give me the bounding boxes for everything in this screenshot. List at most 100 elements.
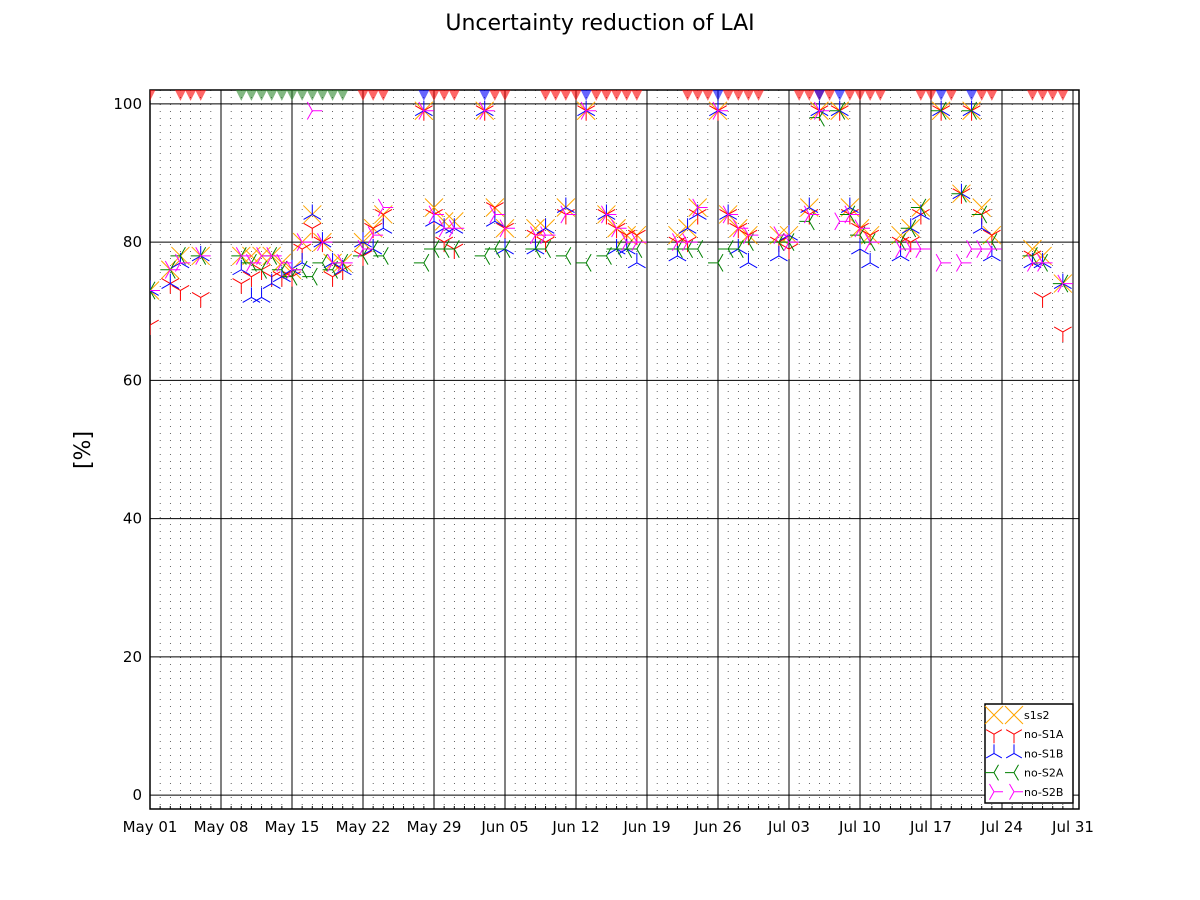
point <box>621 233 637 252</box>
point <box>235 246 252 265</box>
y-tick-label: 40 <box>123 510 142 528</box>
legend-label: no-S1A <box>1024 728 1064 741</box>
point <box>905 240 921 258</box>
legend-marker <box>1005 744 1023 759</box>
point <box>851 239 869 255</box>
point <box>418 101 434 120</box>
point <box>986 240 1002 258</box>
point <box>232 259 251 276</box>
top-marker <box>499 90 511 101</box>
point <box>971 205 988 224</box>
x-tick-label: May 15 <box>265 818 320 836</box>
y-tick-label: 100 <box>113 95 142 113</box>
point <box>932 105 951 121</box>
point <box>576 253 592 272</box>
point <box>171 252 190 269</box>
point <box>769 245 788 262</box>
point <box>1052 274 1069 293</box>
point <box>692 198 708 217</box>
point <box>911 204 930 220</box>
point <box>327 253 343 272</box>
top-marker <box>580 90 592 101</box>
x-tick-label: May 01 <box>123 818 178 836</box>
point <box>840 209 859 225</box>
point <box>555 246 572 265</box>
point <box>687 240 704 258</box>
legend-label: s1s2 <box>1024 709 1049 722</box>
point <box>484 240 501 258</box>
point <box>1053 326 1072 342</box>
x-tick-label: Jul 24 <box>980 818 1023 836</box>
point <box>860 233 876 252</box>
point <box>895 240 911 258</box>
point <box>800 197 819 213</box>
point <box>479 101 495 120</box>
x-tick-label: May 08 <box>194 818 249 836</box>
point <box>773 226 789 245</box>
top-marker <box>306 90 318 101</box>
legend-marker <box>1005 764 1019 781</box>
top-marker <box>793 90 805 101</box>
legend-marker <box>1005 729 1023 744</box>
point <box>830 105 849 121</box>
point <box>668 225 687 245</box>
top-marker <box>570 90 582 101</box>
point <box>302 267 318 286</box>
point <box>891 245 910 262</box>
point <box>739 252 758 269</box>
point <box>840 197 859 213</box>
top-marker <box>560 90 572 101</box>
top-marker <box>986 90 998 101</box>
point <box>712 101 728 120</box>
legend-marker <box>985 744 1003 759</box>
top-marker <box>621 90 633 101</box>
point <box>1037 253 1053 272</box>
point <box>373 246 389 265</box>
point <box>489 205 505 224</box>
point <box>851 222 869 239</box>
point <box>910 198 927 217</box>
top-marker <box>286 90 298 101</box>
plot-frame <box>149 89 1080 810</box>
point <box>354 232 372 248</box>
point <box>438 219 455 238</box>
point <box>972 198 992 217</box>
point <box>150 280 159 296</box>
point <box>607 239 626 255</box>
top-marker <box>844 90 856 101</box>
point <box>678 236 697 253</box>
point <box>742 226 759 245</box>
top-marker <box>245 90 257 101</box>
point <box>631 233 647 252</box>
point <box>556 209 575 225</box>
point <box>729 222 748 239</box>
point <box>286 260 302 279</box>
point <box>499 219 515 238</box>
point <box>800 209 819 225</box>
top-marker <box>803 90 815 101</box>
point <box>709 105 727 121</box>
point <box>961 101 978 120</box>
legend-label: no-S1B <box>1024 747 1063 760</box>
point <box>195 246 211 265</box>
point <box>739 229 758 246</box>
point <box>606 240 623 258</box>
point <box>313 236 332 253</box>
point <box>718 240 734 258</box>
point <box>932 100 951 117</box>
point <box>951 184 967 203</box>
point <box>783 233 799 252</box>
point <box>708 253 724 272</box>
point <box>810 100 829 117</box>
point <box>779 233 795 252</box>
top-marker <box>357 90 369 101</box>
point <box>719 209 738 225</box>
point <box>475 100 494 117</box>
x-tick-label: Jul 17 <box>909 818 952 836</box>
top-marker <box>316 90 328 101</box>
legend-marker <box>984 705 1004 725</box>
point <box>337 253 353 272</box>
top-marker <box>864 90 876 101</box>
point <box>952 188 971 204</box>
point <box>242 246 261 266</box>
